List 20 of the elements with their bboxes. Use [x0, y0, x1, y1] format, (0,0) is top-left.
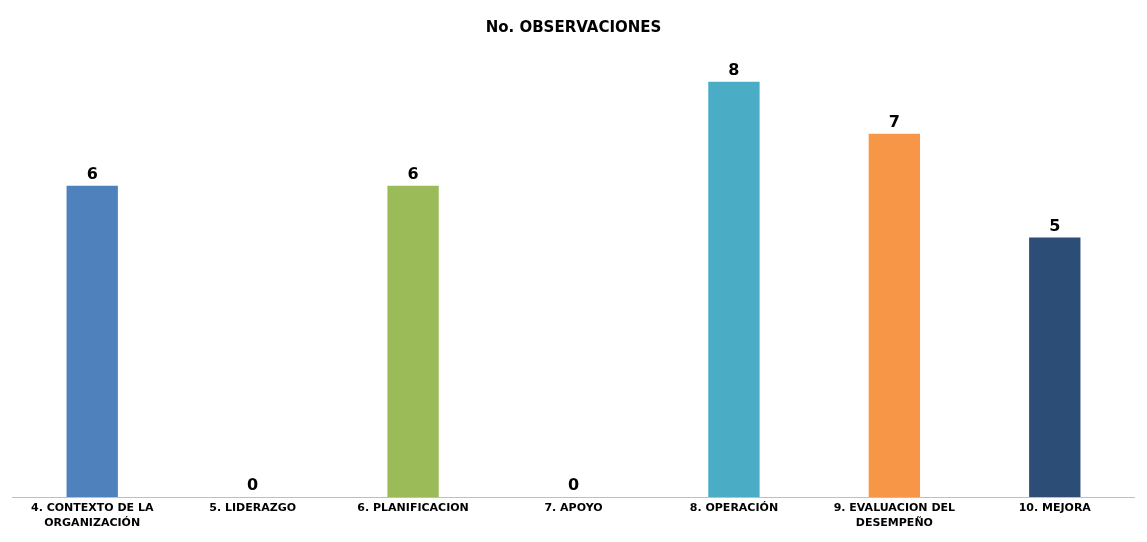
data-label: 0: [247, 475, 259, 494]
bar: [1029, 237, 1081, 497]
x-tick-label: 9. EVALUACION DEL DESEMPEÑO: [833, 501, 956, 529]
x-tick-label: 6. PLANIFICACION: [357, 501, 469, 515]
data-label: 6: [407, 163, 419, 183]
data-label: 8: [728, 59, 740, 79]
x-tick-label: 7. APOYO: [544, 501, 603, 515]
data-label: 7: [888, 111, 900, 131]
data-label: 6: [86, 163, 98, 183]
data-label: 5: [1049, 215, 1061, 235]
x-tick-label: 4. CONTEXTO DE LA ORGANIZACIÓN: [30, 501, 154, 529]
data-label: 0: [567, 475, 580, 494]
bar: [868, 133, 921, 497]
chart-title: No. OBSERVACIONES: [485, 18, 662, 37]
x-tick-label: 5. LIDERAZGO: [209, 501, 297, 515]
bar: [66, 185, 118, 497]
x-tick-label: 8. OPERACIÓN: [689, 501, 779, 515]
bar: [387, 185, 439, 497]
x-tick-label: 10. MEJORA: [1018, 501, 1092, 515]
bar: [708, 81, 760, 497]
